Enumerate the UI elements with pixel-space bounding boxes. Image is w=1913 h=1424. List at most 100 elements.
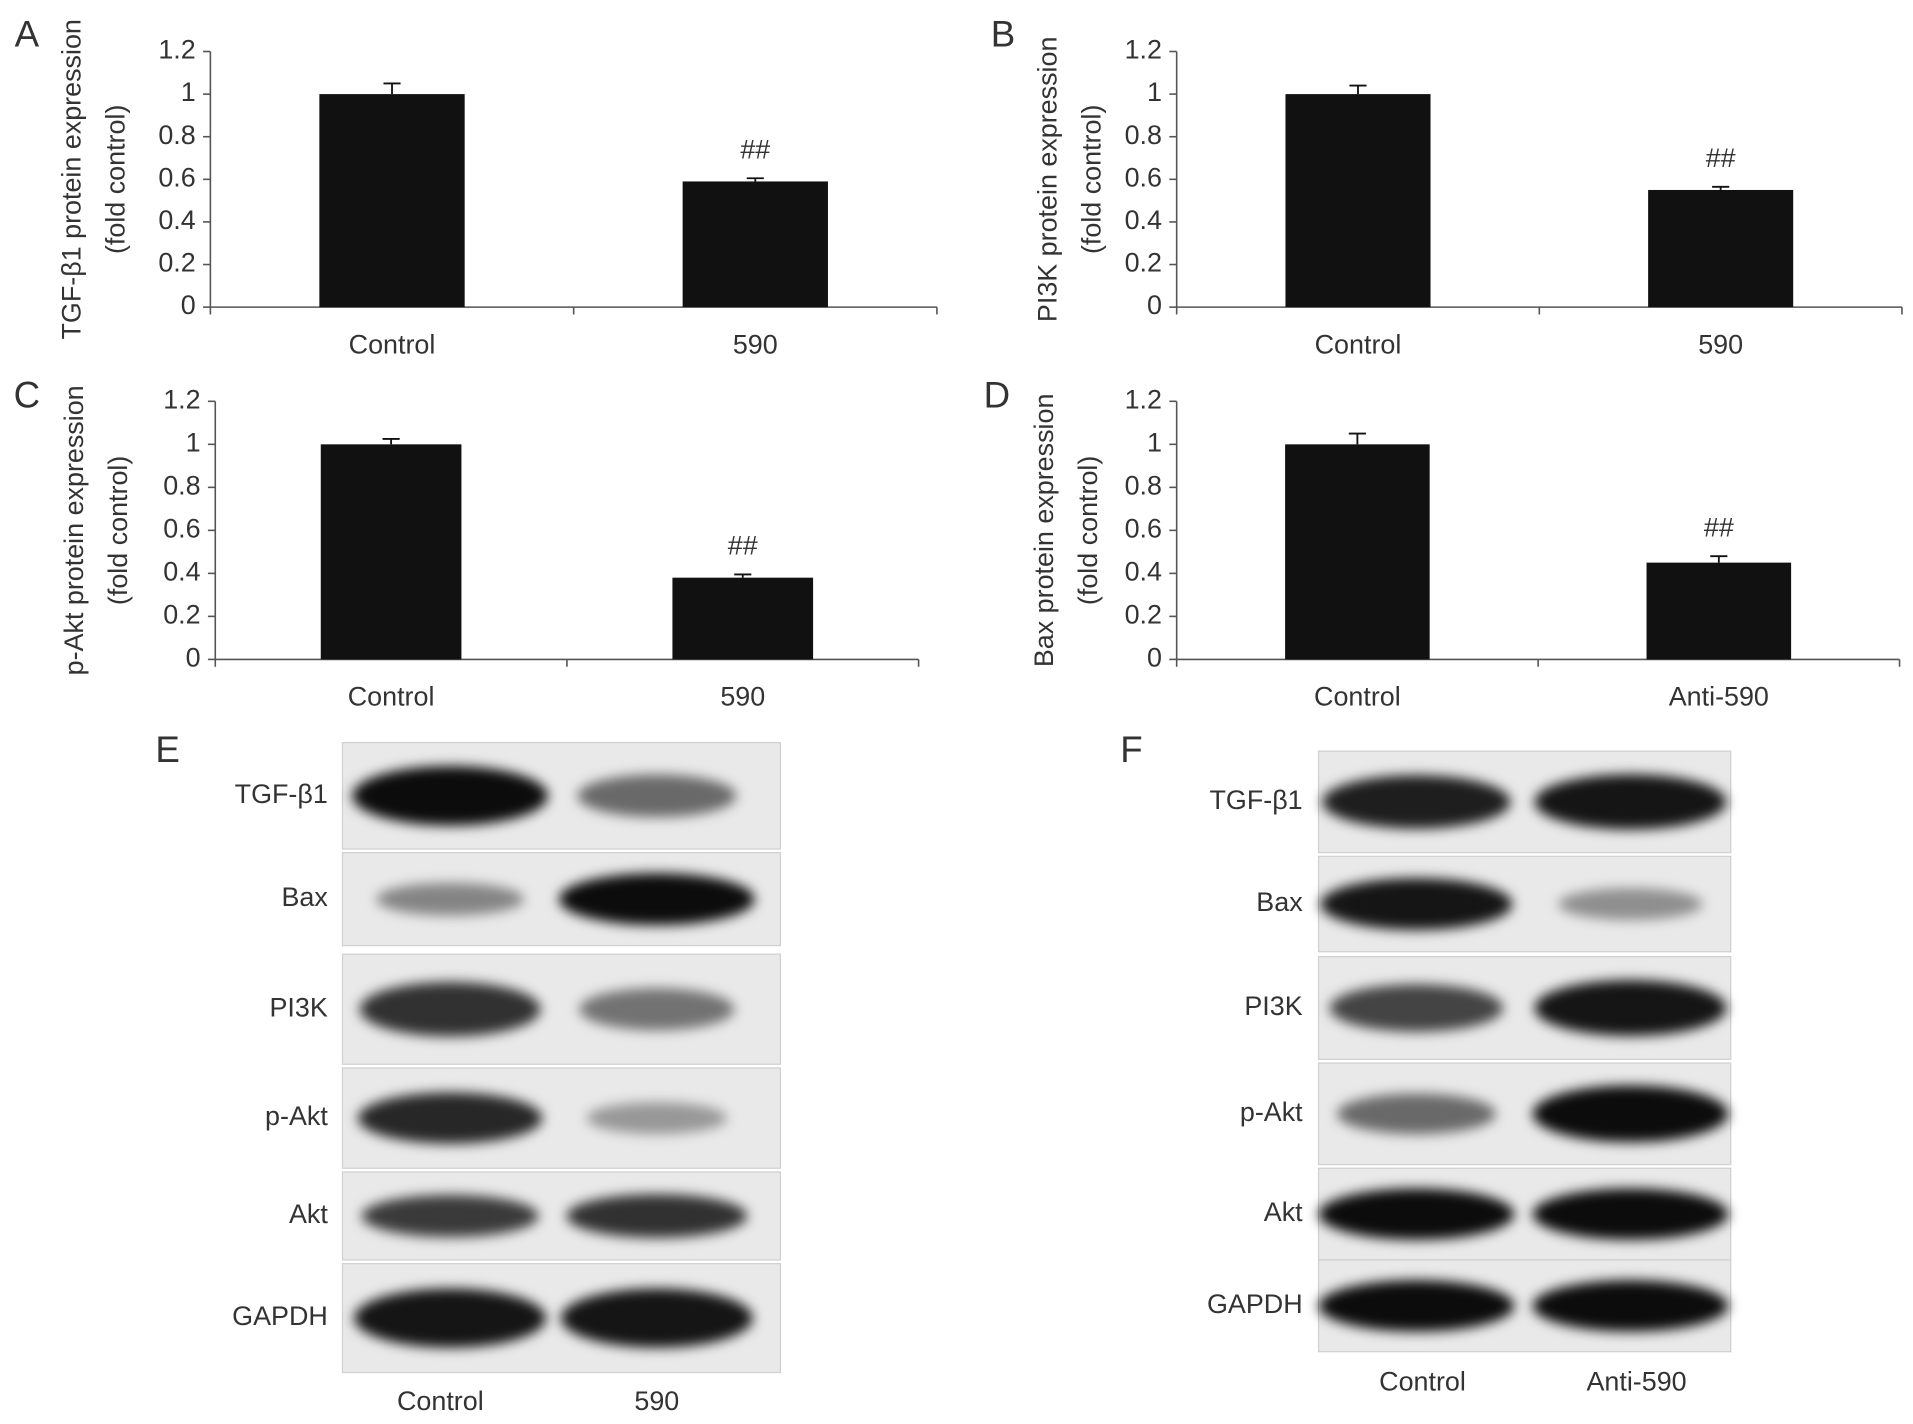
y-tick-label: 0.4: [1125, 556, 1162, 586]
protein-label: Bax: [1256, 887, 1303, 917]
y-axis-label: (fold control): [103, 456, 133, 605]
blot-band: [577, 774, 737, 818]
blot-band: [1322, 775, 1511, 829]
y-tick-label: 1: [186, 427, 201, 457]
y-tick-label: 0.6: [1125, 513, 1162, 543]
y-tick-label: 0.4: [1125, 205, 1162, 235]
y-axis-label: p-Akt protein expression: [59, 385, 89, 675]
y-tick-label: 0.8: [163, 470, 200, 500]
error-bar: [1349, 84, 1367, 95]
y-tick-label: 0.2: [1125, 600, 1162, 630]
protein-label: p-Akt: [1240, 1097, 1303, 1127]
y-tick-label: 0.6: [163, 513, 200, 543]
y-tick-label: 0: [181, 290, 196, 320]
protein-label: Bax: [281, 882, 328, 912]
y-tick-label: 0: [1147, 290, 1162, 320]
y-tick-label: 1: [1147, 427, 1162, 457]
significance-label: ##: [740, 134, 770, 164]
protein-label: GAPDH: [1207, 1289, 1303, 1319]
lane-label: Anti-590: [1586, 1367, 1686, 1397]
blot-band: [560, 1288, 753, 1348]
blot-band: [361, 1194, 539, 1238]
y-tick-label: 0.2: [158, 248, 195, 278]
bar: [1648, 189, 1794, 308]
y-axis-label: (fold control): [1073, 456, 1103, 605]
y-tick-label: 1: [1147, 77, 1162, 107]
x-tick-label: Control: [349, 329, 436, 359]
error-bar: [382, 438, 400, 445]
y-tick-label: 1.2: [1125, 35, 1162, 65]
y-axis-label: TGF-β1 protein expression: [56, 19, 86, 339]
blot-band: [1534, 774, 1727, 830]
x-tick-label: Control: [1315, 329, 1402, 359]
panel-label: D: [984, 374, 1011, 415]
blot-band: [1336, 1093, 1496, 1135]
lane-label: Control: [1379, 1367, 1466, 1397]
y-axis-label: (fold control): [101, 105, 131, 254]
error-bar: [1710, 555, 1728, 563]
bar: [320, 444, 462, 660]
error-bar: [1712, 185, 1730, 190]
x-tick-label: Control: [348, 682, 435, 712]
blot-band: [1558, 888, 1703, 921]
y-tick-label: 0: [1147, 643, 1162, 673]
significance-label: ##: [1704, 512, 1734, 542]
y-tick-label: 0.4: [163, 556, 200, 586]
y-tick-label: 0.2: [163, 600, 200, 630]
panel-label: C: [14, 374, 41, 415]
blot-band: [558, 873, 755, 926]
protein-label: Akt: [1264, 1197, 1303, 1227]
y-tick-label: 0.6: [158, 162, 195, 192]
panel-label: E: [155, 729, 179, 770]
y-tick-label: 0: [186, 643, 201, 673]
y-axis-label: (fold control): [1077, 105, 1107, 254]
y-tick-label: 0.8: [158, 120, 195, 150]
blot-band: [1532, 1280, 1729, 1332]
blot-band: [1318, 1280, 1515, 1332]
blot-band: [352, 765, 548, 826]
protein-label: p-Akt: [265, 1101, 328, 1131]
protein-label: TGF-β1: [235, 779, 328, 809]
blot-band: [586, 1102, 728, 1135]
y-axis-label: PI3K protein expression: [1033, 37, 1063, 323]
error-bar: [1348, 432, 1366, 445]
y-tick-label: 1.2: [158, 35, 195, 65]
y-tick-label: 1: [181, 77, 196, 107]
bar: [1285, 444, 1430, 660]
blot-band: [1532, 1188, 1729, 1240]
error-bar: [746, 177, 764, 182]
x-tick-label: 590: [1698, 329, 1743, 359]
y-tick-label: 1.2: [1125, 384, 1162, 414]
bar: [672, 577, 814, 660]
bar: [1285, 94, 1431, 308]
x-tick-label: Anti-590: [1669, 682, 1769, 712]
significance-label: ##: [728, 531, 758, 561]
panel-label: F: [1120, 729, 1142, 770]
y-tick-label: 0.8: [1125, 120, 1162, 150]
error-bar: [734, 573, 752, 578]
x-tick-label: 590: [733, 329, 778, 359]
y-tick-label: 0.6: [1125, 162, 1162, 192]
blot-band: [1320, 878, 1513, 930]
protein-label: PI3K: [269, 992, 327, 1022]
blot-band: [1329, 984, 1504, 1032]
blot-band: [354, 1288, 547, 1348]
panel-label: B: [991, 14, 1015, 55]
bar: [1646, 562, 1792, 660]
significance-label: ##: [1706, 143, 1736, 173]
lane-label: Control: [397, 1386, 484, 1416]
blot-band: [376, 882, 525, 916]
x-tick-label: Control: [1314, 682, 1401, 712]
blot-band: [579, 988, 735, 1031]
y-tick-label: 0.8: [1125, 470, 1162, 500]
protein-label: PI3K: [1244, 991, 1302, 1021]
x-tick-label: 590: [720, 682, 765, 712]
blot-band: [1534, 980, 1727, 1036]
bar: [319, 94, 465, 308]
protein-label: Akt: [289, 1199, 328, 1229]
y-axis-label: Bax protein expression: [1029, 394, 1059, 668]
blot-band: [1532, 1085, 1729, 1143]
panel-label: A: [15, 14, 40, 55]
blot-band: [359, 981, 541, 1037]
